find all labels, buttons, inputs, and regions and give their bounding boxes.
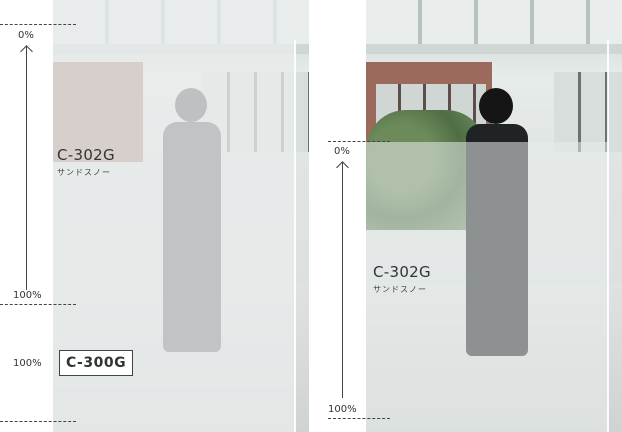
person-head bbox=[479, 88, 513, 124]
skylight-ceiling bbox=[366, 0, 622, 44]
scale-axis-line bbox=[342, 162, 343, 398]
photo-left-full-frost: C-302G サンドスノー bbox=[53, 0, 309, 432]
arrow-up-icon bbox=[336, 161, 349, 174]
scale-bottom-guide bbox=[328, 418, 390, 419]
film-code-label: C-302G bbox=[373, 263, 431, 281]
ceiling-beam bbox=[366, 44, 622, 54]
base-film-code-box: C-300G bbox=[59, 350, 133, 376]
scale-top-label: 0% bbox=[334, 146, 350, 157]
scale-top-guide bbox=[328, 141, 390, 142]
arrow-up-icon bbox=[20, 45, 33, 58]
scale-axis-line bbox=[26, 46, 27, 290]
base-percent-label: 100% bbox=[13, 358, 42, 369]
photo-right-gradient-frost: C-302G サンドスノー bbox=[366, 0, 622, 432]
base-bottom-guide bbox=[0, 421, 76, 422]
scale-bottom-label: 100% bbox=[328, 404, 357, 415]
frosted-film-overlay bbox=[366, 142, 608, 432]
scale-bottom-guide bbox=[0, 304, 76, 305]
scale-top-guide bbox=[0, 24, 76, 25]
film-code-label: C-302G bbox=[57, 146, 115, 164]
office-windows bbox=[554, 72, 622, 152]
scale-top-label: 0% bbox=[18, 30, 34, 41]
scale-bottom-label: 100% bbox=[13, 290, 42, 301]
glass-edge bbox=[294, 40, 296, 432]
glass-edge bbox=[607, 40, 609, 432]
film-name-label: サンドスノー bbox=[373, 285, 427, 294]
film-name-label: サンドスノー bbox=[57, 168, 111, 177]
